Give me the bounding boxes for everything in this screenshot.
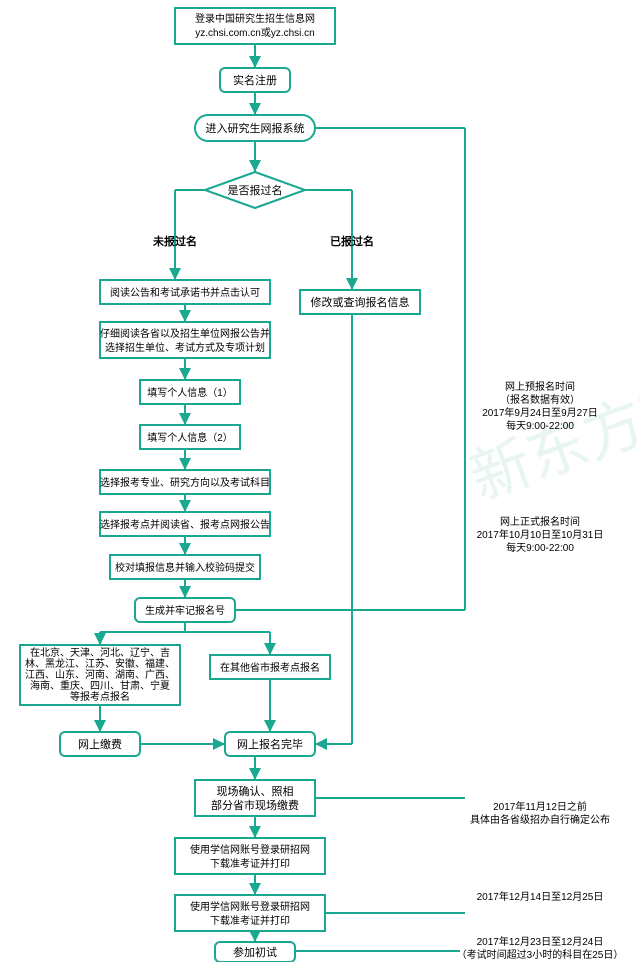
node-n7: 填写个人信息（1）	[140, 380, 240, 404]
side-anno-4: 2017年12月14日至12月25日	[477, 890, 604, 903]
svg-text:（考试时间超过3小时的科目在25日）: （考试时间超过3小时的科目在25日）	[457, 948, 624, 961]
svg-text:2017年11月12日之前: 2017年11月12日之前	[493, 800, 587, 813]
n5-l1: 阅读公告和考试承诺书并点击认可	[110, 286, 260, 299]
node-n15: 现场确认、照相 部分省市现场缴费	[195, 780, 315, 816]
n17-l2: 下载准考证并打印	[210, 914, 290, 927]
node-n10: 选择报考点并阅读省、报考点网报公告	[100, 512, 270, 536]
n2-l1: 实名注册	[233, 73, 277, 87]
n18-l1: 参加初试	[233, 945, 277, 959]
svg-text:（报名数据有效）: （报名数据有效）	[500, 393, 580, 406]
n15-l2: 部分省市现场缴费	[211, 798, 299, 812]
n14l-l1: 网上缴费	[78, 737, 122, 751]
svg-text:具体由各省级招办自行确定公布: 具体由各省级招办自行确定公布	[470, 813, 610, 826]
node-n14l: 网上缴费	[60, 732, 140, 756]
n4-l1: 是否报过名	[228, 183, 283, 197]
n6-l2: 选择招生单位、考试方式及专项计划	[105, 341, 265, 354]
n5r-l1: 修改或查询报名信息	[311, 295, 410, 309]
node-n8: 填写个人信息（2）	[140, 425, 240, 449]
node-n9: 选择报考专业、研究方向以及考试科目	[100, 470, 270, 494]
label-left: 未报过名	[152, 234, 197, 248]
svg-text:2017年10月10日至10月31日: 2017年10月10日至10月31日	[477, 528, 604, 541]
svg-text:2017年9月24日至9月27日: 2017年9月24日至9月27日	[482, 406, 598, 419]
node-n5: 阅读公告和考试承诺书并点击认可	[100, 280, 270, 304]
n12-l1: 生成并牢记报名号	[145, 604, 225, 617]
n17-l1: 使用学信网账号登录研招网	[190, 900, 310, 913]
node-n12: 生成并牢记报名号	[135, 598, 235, 622]
n15-l1: 现场确认、照相	[217, 784, 294, 798]
node-n14r: 网上报名完毕	[225, 732, 315, 756]
node-n18: 参加初试	[215, 942, 295, 962]
svg-text:2017年12月14日至12月25日: 2017年12月14日至12月25日	[477, 890, 604, 903]
n13l-l1: 在北京、天津、河北、辽宁、吉	[30, 646, 170, 659]
side-anno-3: 2017年11月12日之前 具体由各省级招办自行确定公布	[470, 800, 610, 826]
side-anno-5: 2017年12月23日至12月24日 （考试时间超过3小时的科目在25日）	[457, 935, 624, 961]
n1-l1: 登录中国研究生招生信息网	[195, 12, 315, 25]
node-n3: 进入研究生网报系统	[195, 115, 315, 141]
n11-l1: 校对填报信息并输入校验码提交	[115, 561, 255, 574]
n6-l1: 仔细阅读各省以及招生单位网报公告并	[100, 327, 270, 340]
n1-l2: yz.chsi.com.cn或yz.chsi.cn	[195, 27, 314, 39]
node-n1: 登录中国研究生招生信息网 yz.chsi.com.cn或yz.chsi.cn	[175, 8, 335, 44]
n8-l1: 填写个人信息（2）	[147, 431, 233, 444]
side-anno-2: 网上正式报名时间 2017年10月10日至10月31日 每天9:00-22:00	[477, 515, 604, 554]
node-n11: 校对填报信息并输入校验码提交	[110, 555, 260, 579]
n13l-l4: 海南、重庆、四川、甘肃、宁夏	[30, 679, 170, 692]
n16-l2: 下载准考证并打印	[210, 857, 290, 870]
svg-text:2017年12月23日至12月24日: 2017年12月23日至12月24日	[477, 935, 604, 948]
n14r-l1: 网上报名完毕	[237, 737, 303, 751]
n10-l1: 选择报考点并阅读省、报考点网报公告	[100, 518, 270, 531]
node-n13r: 在其他省市报考点报名	[210, 655, 330, 679]
node-n16: 使用学信网账号登录研招网 下载准考证并打印	[175, 838, 325, 874]
flowchart-svg: 新东方在线 登录中国研究生招生信息网 yz.chsi.com.cn或yz.chs…	[0, 0, 640, 962]
n13l-l3: 江西、山东、河南、湖南、广西、	[25, 668, 175, 681]
node-n13l: 在北京、天津、河北、辽宁、吉 林、黑龙江、江苏、安徽、福建、 江西、山东、河南、…	[20, 645, 180, 705]
n16-l1: 使用学信网账号登录研招网	[190, 843, 310, 856]
n9-l1: 选择报考专业、研究方向以及考试科目	[100, 476, 270, 489]
n13l-l2: 林、黑龙江、江苏、安徽、福建、	[25, 657, 175, 670]
svg-text:网上正式报名时间: 网上正式报名时间	[500, 515, 580, 528]
n7-l1: 填写个人信息（1）	[147, 386, 233, 399]
n3-l1: 进入研究生网报系统	[206, 121, 305, 135]
node-n17: 使用学信网账号登录研招网 下载准考证并打印	[175, 895, 325, 931]
node-n5r: 修改或查询报名信息	[300, 290, 420, 314]
node-n2: 实名注册	[220, 68, 290, 92]
svg-text:每天9:00-22:00: 每天9:00-22:00	[506, 541, 574, 554]
svg-text:网上预报名时间: 网上预报名时间	[505, 380, 575, 393]
node-n4-diamond: 是否报过名	[205, 172, 305, 208]
n13r-l1: 在其他省市报考点报名	[220, 661, 320, 674]
label-right: 已报过名	[330, 234, 374, 248]
n13l-l5: 等报考点报名	[70, 690, 130, 703]
svg-text:每天9:00-22:00: 每天9:00-22:00	[506, 419, 574, 432]
node-n6: 仔细阅读各省以及招生单位网报公告并 选择招生单位、考试方式及专项计划	[100, 322, 270, 358]
